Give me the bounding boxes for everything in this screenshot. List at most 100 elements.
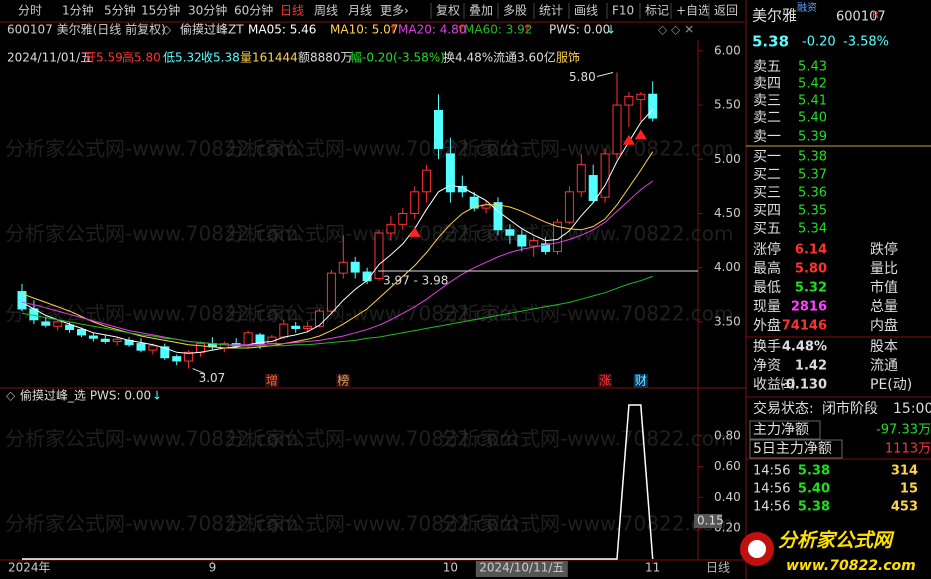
watermark: 分析家公式网-www.70822.com: [440, 222, 734, 246]
toolbar-tab[interactable]: 月线: [348, 4, 372, 18]
tick-price: 5.40: [798, 482, 830, 497]
candle-body: [434, 109, 443, 149]
toolbar-button[interactable]: 返回: [714, 4, 738, 18]
toolbar-tab[interactable]: 30分钟: [188, 3, 227, 18]
toolbar-button[interactable]: 复权: [436, 4, 460, 18]
toolbar-button[interactable]: 多股: [503, 4, 527, 18]
candle-body: [386, 223, 396, 234]
stat-value: 1.42: [795, 359, 827, 374]
logo: 分析家公式网 www.70822.com: [740, 530, 916, 574]
stat-label: 流通: [870, 358, 898, 374]
watermark: 分析家公式网-www.70822.com: [225, 137, 519, 161]
candle-body: [517, 234, 527, 247]
toolbar-button[interactable]: +自选: [676, 4, 710, 18]
event-box: [598, 374, 613, 388]
tick-price: 5.38: [798, 464, 830, 479]
watermark: 分析家公式网-www.70822.com: [440, 137, 734, 161]
book-label: 买三: [753, 185, 781, 201]
y-tick-label: 4.00: [714, 260, 741, 274]
quote-item: 换4.48%: [443, 51, 493, 65]
toolbar-tab[interactable]: 5分钟: [104, 3, 136, 18]
stock-flag: R: [872, 10, 879, 21]
change-pct: -3.58%: [843, 35, 889, 50]
stock-tag: 融资: [797, 2, 817, 14]
candle-body: [338, 261, 348, 274]
high-arrow: [596, 72, 614, 78]
watermark: 分析家公式网-www.70822.com: [440, 427, 734, 451]
candle-body: [291, 325, 301, 329]
book-price: 5.43: [798, 60, 827, 75]
pws-arrow: ↓: [606, 23, 616, 37]
candle-body: [112, 338, 122, 342]
candle-body: [53, 321, 63, 327]
quote-item: 量161444: [240, 51, 298, 65]
flow-box: [749, 439, 843, 459]
candle-body: [529, 240, 539, 247]
cursor-label: 0.15: [697, 514, 724, 528]
candle-body: [350, 261, 360, 273]
book-label: 买五: [753, 221, 781, 237]
toolbar-tab[interactable]: 15分钟: [141, 3, 180, 18]
toolbar-button[interactable]: 统计: [539, 4, 563, 18]
candle-body: [588, 175, 598, 201]
book-price: 5.42: [798, 77, 827, 92]
book-price: 5.34: [798, 222, 827, 237]
candle-body: [172, 356, 182, 362]
low-label: 3.07: [199, 371, 226, 385]
tick-volume: 314: [891, 464, 918, 479]
book-price: 5.38: [798, 150, 827, 165]
pws-legend: PWS: 0.00: [549, 23, 610, 37]
candle-body: [65, 324, 75, 331]
toolbar-tab[interactable]: 日线: [280, 4, 304, 18]
watermark: 分析家公式网-www.70822.com: [225, 512, 519, 536]
tick-price: 5.38: [798, 500, 830, 515]
stock-name: 美尔雅: [752, 7, 797, 25]
toolbar-button[interactable]: F10: [612, 4, 634, 18]
ma-legend: MA05: 5.46: [248, 23, 316, 37]
quote-item: 服饰: [556, 51, 580, 65]
toolbar-tab[interactable]: 周线: [314, 4, 338, 18]
candle-body: [624, 95, 634, 106]
stat-label: 涨停: [753, 241, 781, 258]
stat-value: 5.80: [795, 262, 827, 277]
ma-line: [21, 180, 653, 346]
candle-body: [279, 323, 289, 338]
book-label: 卖三: [753, 93, 781, 109]
code-name: 600107 美尔雅(日线 前复权): [7, 22, 166, 37]
pws-line: [22, 404, 654, 560]
flow-value: -97.33万: [876, 423, 931, 438]
indicator-icon: ◇: [6, 389, 16, 403]
toolbar-button[interactable]: 叠加: [469, 4, 493, 18]
quote-item: 低5.32: [163, 51, 202, 65]
toolbar-tab[interactable]: 60分钟: [234, 3, 273, 18]
toolbar-tab[interactable]: 1分钟: [62, 3, 94, 18]
candle-body: [505, 229, 515, 236]
price: 5.38: [752, 33, 789, 51]
watermark: 分析家公式网-www.70822.com: [440, 512, 734, 536]
toolbar-button[interactable]: 标记: [645, 4, 669, 18]
indicator-name[interactable]: 偷摸过峰ZT: [180, 22, 244, 37]
toolbar-button[interactable]: 画线: [574, 4, 598, 18]
x-tick-label: 10: [443, 561, 458, 575]
watermark: 分析家公式网-www.70822.com: [440, 302, 734, 326]
period-label: 日线: [706, 561, 730, 575]
flow-value: 1113万: [885, 442, 931, 457]
candle-body: [100, 338, 110, 342]
panel-icons[interactable]: ◇ ◇ ✕: [658, 23, 694, 37]
book-label: 卖一: [753, 129, 781, 145]
candle-body: [184, 351, 194, 362]
tick-volume: 453: [891, 500, 918, 515]
toolbar-tab[interactable]: 分时: [18, 4, 42, 18]
toolbar-tab[interactable]: 更多›: [380, 4, 409, 18]
ma-legend: MA10: 5.07: [330, 23, 398, 37]
candle-body: [315, 310, 324, 327]
stat-value: 5.32: [795, 281, 827, 296]
event-label: 财: [635, 374, 647, 388]
y-tick-label: 3.50: [714, 314, 741, 328]
stat-label: 量比: [870, 261, 898, 277]
signal-triangle: [622, 134, 635, 145]
y-tick-label: 0.40: [714, 490, 741, 504]
event-box: [633, 374, 648, 388]
low-arrow: [192, 368, 205, 375]
